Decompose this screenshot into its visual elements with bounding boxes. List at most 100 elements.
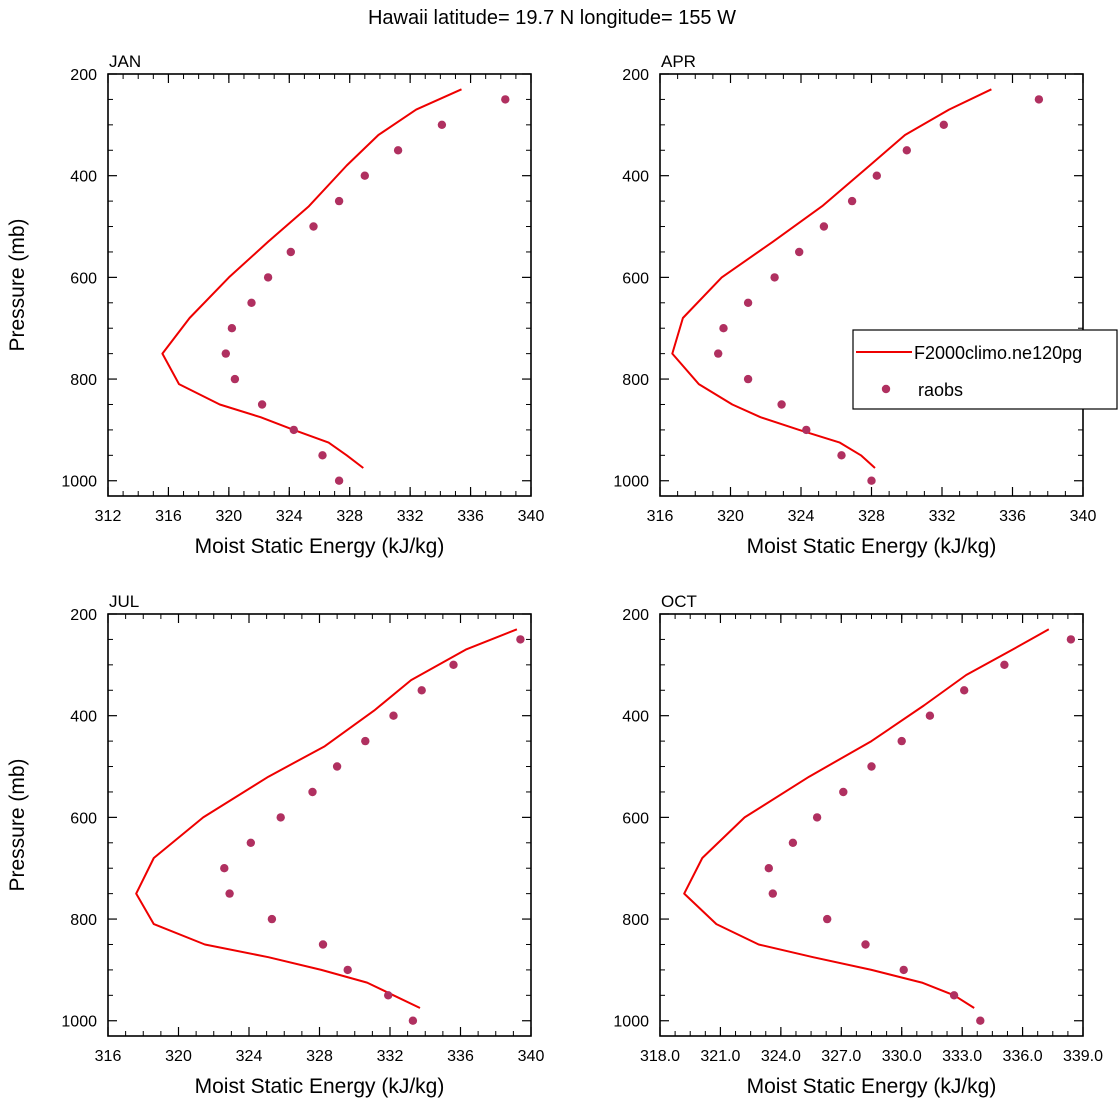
obs-point: [309, 222, 318, 231]
obs-point: [839, 787, 848, 797]
obs-point: [795, 247, 804, 257]
x-tick-label: 340: [518, 508, 545, 525]
plot-frame: [659, 613, 1084, 1037]
obs-point: [308, 787, 317, 797]
obs-point: [230, 374, 240, 384]
panel-apr: 316 320 324 328 332 336 340 200 400 600 800 1000 APR…: [613, 52, 1096, 558]
obs-point: [861, 940, 870, 949]
obs-point: [719, 324, 728, 333]
panel-jan: 312 316 320 324 328 332 336 340 200 400 600 800 1000…: [6, 52, 544, 558]
y-tick-label: 400: [622, 709, 649, 726]
obs-point: [925, 711, 935, 720]
obs-point: [714, 349, 723, 358]
y-tick-label: 200: [622, 607, 649, 624]
plot-frame: [659, 73, 1084, 497]
series-line-model: [135, 628, 518, 1009]
obs-point: [225, 889, 234, 898]
y-tick-label: 1000: [613, 474, 649, 491]
panel-label: OCT: [661, 592, 697, 611]
obs-point: [867, 762, 876, 771]
x-tick-label: 328: [858, 508, 885, 525]
legend-obs-label: raobs: [918, 380, 963, 400]
obs-point: [227, 324, 237, 333]
y-tick-label: 800: [70, 372, 97, 389]
y-tick-label: 800: [622, 372, 649, 389]
obs-point: [247, 298, 256, 307]
obs-point: [768, 889, 777, 898]
obs-point: [743, 374, 753, 384]
obs-point: [263, 273, 273, 282]
panel-label: JUL: [109, 592, 139, 611]
x-tick-label: 316: [95, 1048, 122, 1065]
obs-point: [221, 349, 230, 358]
obs-point: [802, 425, 811, 435]
x-axis-label: Moist Static Energy (kJ/kg): [195, 535, 445, 558]
y-tick-label: 600: [622, 270, 649, 287]
obs-point: [437, 120, 447, 129]
obs-point: [1000, 660, 1009, 669]
obs-point: [361, 736, 370, 746]
obs-point: [318, 451, 327, 460]
obs-point: [939, 120, 948, 129]
y-tick-label: 600: [70, 810, 97, 827]
series-line-model: [671, 88, 992, 469]
x-tick-label: 324: [276, 508, 303, 525]
obs-point: [949, 991, 959, 1000]
x-tick-label: 324: [788, 508, 815, 525]
x-axis-label: Moist Static Energy (kJ/kg): [747, 535, 997, 558]
obs-point: [449, 660, 458, 669]
x-tick-label: 332: [929, 508, 956, 525]
x-tick-label: 332: [377, 1048, 404, 1065]
y-tick-label: 1000: [613, 1014, 649, 1031]
x-tick-label: 324.0: [761, 1048, 801, 1065]
obs-point: [343, 965, 352, 975]
obs-point: [334, 476, 344, 485]
y-tick-label: 200: [70, 607, 97, 624]
y-tick-label: 800: [70, 912, 97, 929]
x-axis-label: Moist Static Energy (kJ/kg): [747, 1075, 997, 1098]
obs-point: [289, 425, 298, 435]
x-tick-label: 318.0: [640, 1048, 680, 1065]
obs-point: [332, 762, 342, 771]
x-tick-label: 330.0: [882, 1048, 922, 1065]
series-line-model: [161, 88, 462, 469]
x-tick-label: 332: [397, 508, 424, 525]
obs-point: [823, 914, 832, 924]
obs-point: [389, 711, 398, 720]
obs-point: [837, 451, 846, 460]
y-tick-label: 400: [622, 169, 649, 186]
y-tick-label: 600: [622, 810, 649, 827]
x-tick-label: 328: [306, 1048, 333, 1065]
obs-point: [847, 196, 857, 206]
x-axis-label: Moist Static Energy (kJ/kg): [195, 1075, 445, 1098]
plot-frame: [107, 613, 532, 1037]
obs-point: [334, 196, 344, 206]
series-line-model: [683, 628, 1050, 1009]
obs-point: [257, 400, 267, 409]
obs-point: [770, 273, 779, 282]
obs-point: [408, 1016, 418, 1025]
legend-model-label: F2000climo.ne120pg: [914, 343, 1082, 363]
y-tick-label: 600: [70, 270, 97, 287]
panel-label: JAN: [109, 52, 141, 71]
obs-point: [220, 864, 229, 873]
obs-point: [360, 171, 369, 180]
obs-point: [764, 864, 773, 873]
y-tick-label: 200: [622, 67, 649, 84]
plot-frame: [107, 73, 532, 497]
obs-point: [902, 146, 911, 155]
x-tick-label: 336: [999, 508, 1026, 525]
obs-point: [246, 838, 255, 847]
obs-point: [899, 965, 908, 975]
obs-point: [960, 686, 969, 695]
obs-point: [1034, 95, 1044, 104]
panel-oct: 318.0 321.0 324.0 327.0 330.0 333.0 336.0 339.0…: [613, 592, 1103, 1098]
obs-point: [286, 247, 295, 257]
x-tick-label: 333.0: [942, 1048, 982, 1065]
x-tick-label: 336: [457, 508, 484, 525]
figure-title: Hawaii latitude= 19.7 N longitude= 155 W: [368, 7, 736, 29]
legend: F2000climo.ne120pg raobs: [852, 329, 1118, 410]
x-tick-label: 339.0: [1063, 1048, 1103, 1065]
x-tick-label: 336.0: [1003, 1048, 1043, 1065]
x-tick-label: 320: [216, 508, 243, 525]
